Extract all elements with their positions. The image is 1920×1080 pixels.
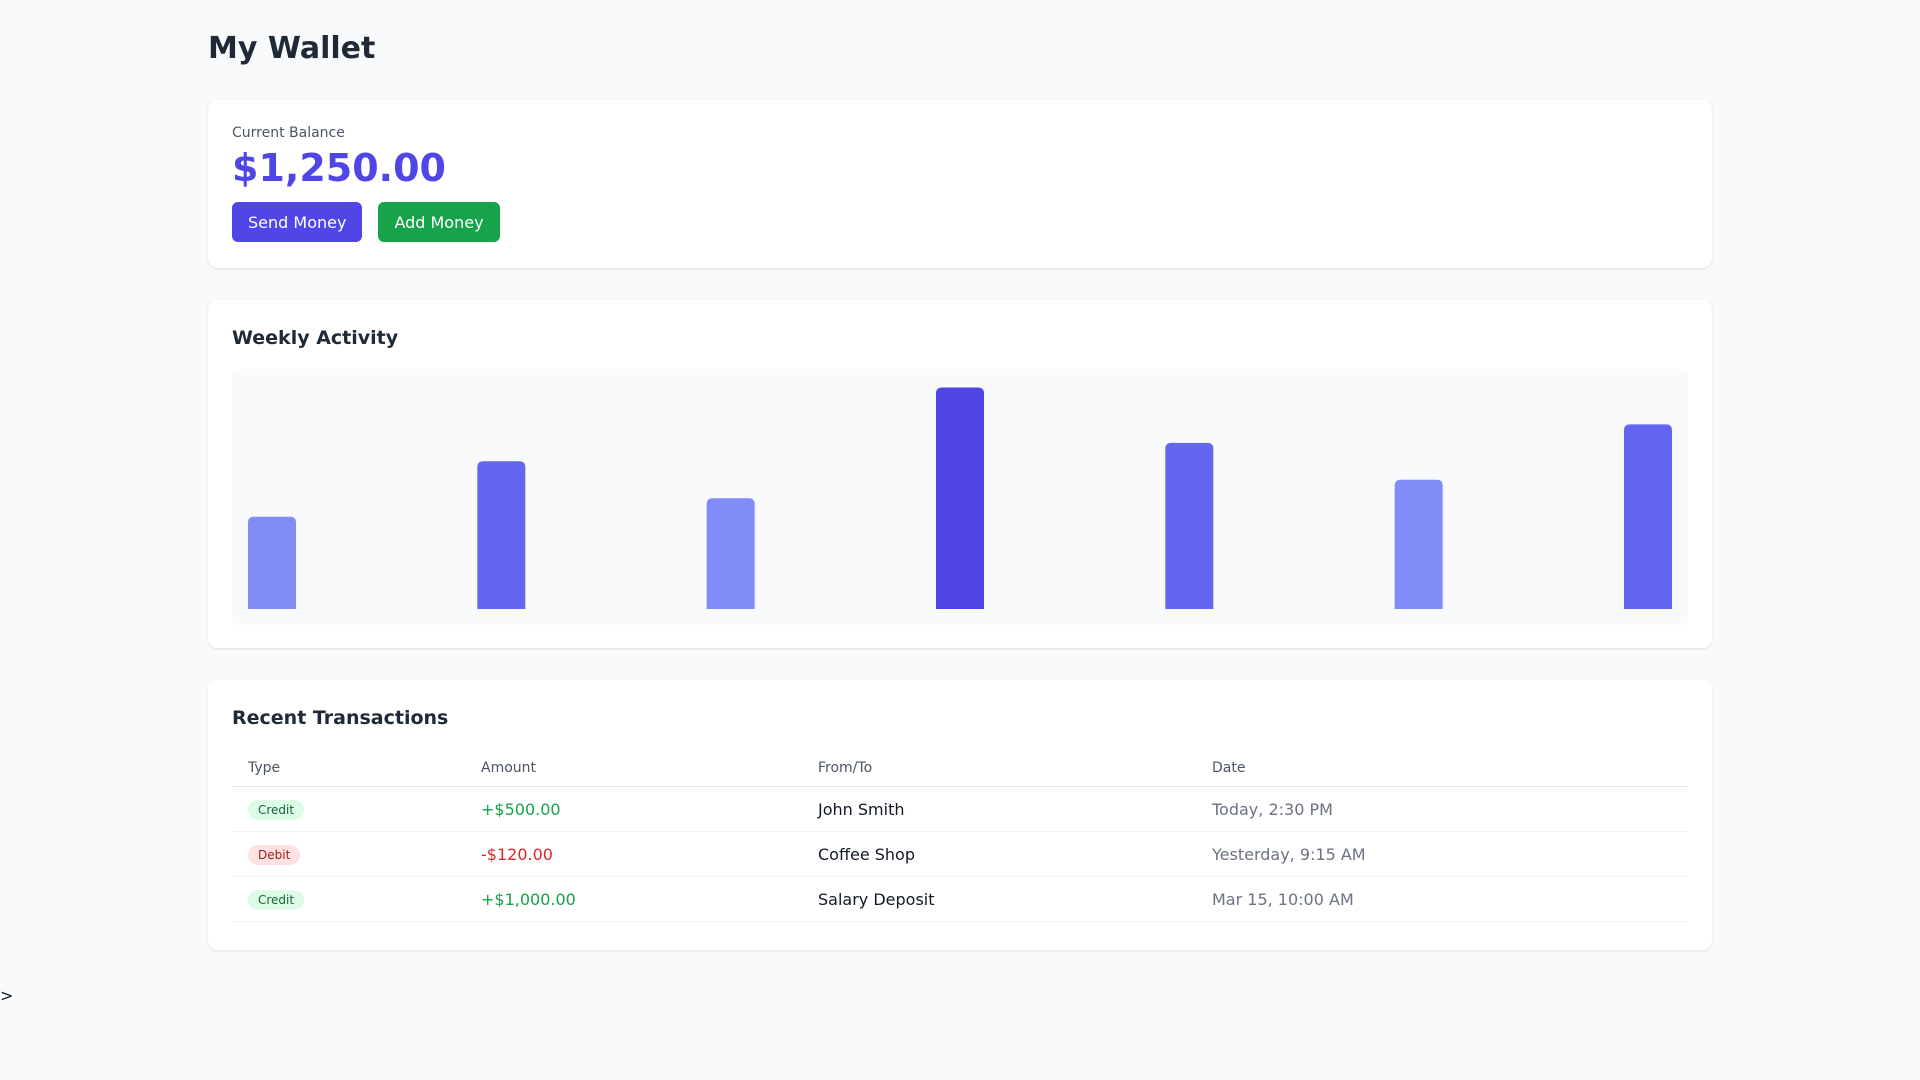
column-header-date: Date <box>1196 750 1688 787</box>
date-cell: Yesterday, 9:15 AM <box>1196 831 1688 877</box>
stray-text: > <box>0 986 14 1005</box>
page-title: My Wallet <box>208 31 376 66</box>
table-row[interactable]: Credit +$500.00 John Smith Today, 2:30 P… <box>232 786 1688 832</box>
party-cell: Coffee Shop <box>802 831 1196 877</box>
chart-bar-5 <box>1165 442 1214 609</box>
chart-svg <box>248 387 1672 609</box>
type-cell: Debit <box>232 831 465 877</box>
weekly-activity-title: Weekly Activity <box>232 327 399 349</box>
table-header-row: Type Amount From/To Date <box>232 750 1688 787</box>
table-row[interactable]: Credit +$1,000.00 Salary Deposit Mar 15,… <box>232 876 1688 922</box>
chart-bar-6 <box>1394 479 1443 609</box>
transactions-table: Type Amount From/To Date Credit +$500.00… <box>232 750 1688 922</box>
amount-cell: -$120.00 <box>465 831 802 877</box>
party-cell: Salary Deposit <box>802 876 1196 922</box>
send-money-button[interactable]: Send Money <box>232 202 363 242</box>
balance-label: Current Balance <box>232 125 345 141</box>
date-cell: Today, 2:30 PM <box>1196 786 1688 832</box>
chart-bar-3 <box>706 498 755 609</box>
party-cell: John Smith <box>802 786 1196 832</box>
balance-card: Current Balance $1,250.00 Send Money Add… <box>208 100 1712 268</box>
type-cell: Credit <box>232 786 465 832</box>
status-badge: Debit <box>248 844 301 865</box>
column-header-amount: Amount <box>465 750 802 787</box>
status-badge: Credit <box>248 889 305 910</box>
chart-bar-1 <box>248 516 296 609</box>
date-cell: Mar 15, 10:00 AM <box>1196 876 1688 922</box>
chart-bar-4 <box>936 387 984 609</box>
add-money-button[interactable]: Add Money <box>378 202 500 242</box>
weekly-activity-card: Weekly Activity <box>208 300 1712 648</box>
chart-bar-7 <box>1624 424 1672 609</box>
balance-actions: Send Money Add Money <box>232 202 1688 242</box>
amount-cell: +$1,000.00 <box>465 876 802 922</box>
chart-bar-2 <box>477 461 526 609</box>
recent-transactions-title: Recent Transactions <box>232 707 449 729</box>
column-header-from-to: From/To <box>802 750 1196 787</box>
table-row[interactable]: Debit -$120.00 Coffee Shop Yesterday, 9:… <box>232 831 1688 877</box>
amount-cell: +$500.00 <box>465 786 802 832</box>
type-cell: Credit <box>232 876 465 922</box>
balance-amount: $1,250.00 <box>232 146 446 190</box>
wallet-page: My Wallet Current Balance $1,250.00 Send… <box>208 0 1712 950</box>
recent-transactions-card: Recent Transactions Type Amount From/To … <box>208 680 1712 950</box>
column-header-type: Type <box>232 750 465 787</box>
status-badge: Credit <box>248 799 305 820</box>
weekly-activity-chart <box>232 369 1688 625</box>
